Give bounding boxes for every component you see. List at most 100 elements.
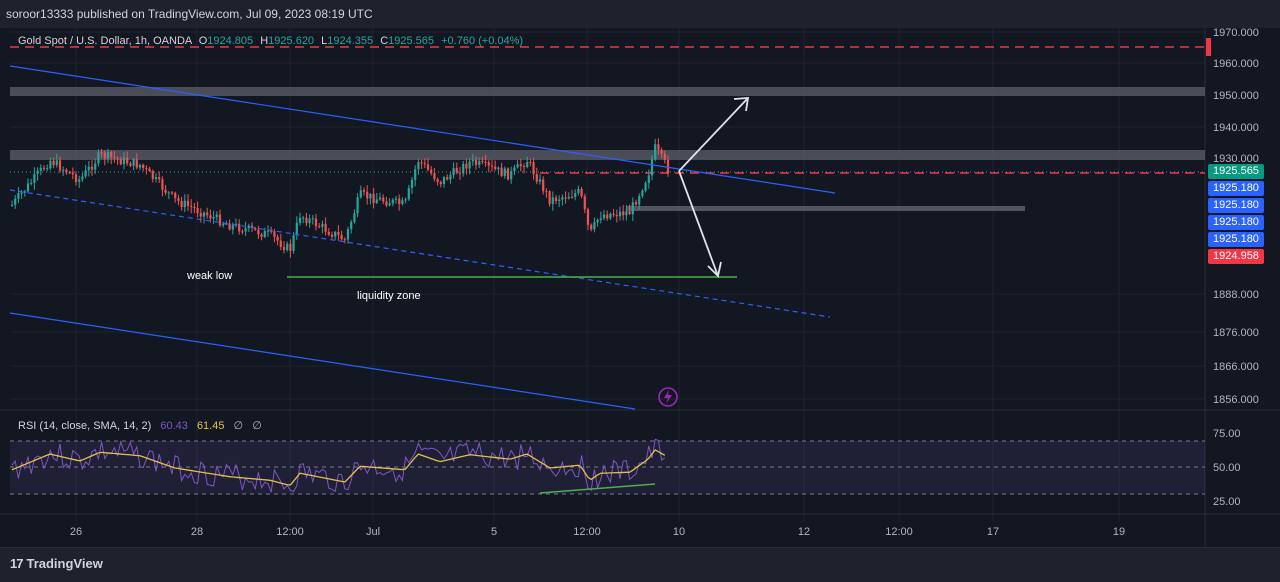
candle-body bbox=[116, 158, 119, 160]
candle-body bbox=[500, 167, 503, 176]
candle-body bbox=[84, 170, 87, 177]
price-tick-label: 1856.000 bbox=[1213, 394, 1259, 406]
candle-body bbox=[417, 162, 420, 170]
candle-body bbox=[382, 197, 385, 202]
candle-body bbox=[282, 246, 286, 250]
rsi-sma-line bbox=[11, 449, 666, 486]
arrow-up-line bbox=[678, 97, 749, 172]
candle-body bbox=[538, 179, 542, 182]
time-tick-label: 17 bbox=[987, 526, 999, 538]
candle-body bbox=[446, 177, 449, 180]
candle-body bbox=[266, 230, 270, 232]
candle-body bbox=[196, 207, 199, 214]
candle-body bbox=[46, 168, 49, 170]
candle-body bbox=[394, 198, 398, 200]
trendline-middle-dashed bbox=[9, 189, 831, 318]
price-tick-label: 1876.000 bbox=[1213, 327, 1259, 339]
candle-body bbox=[474, 159, 478, 165]
candle-body bbox=[103, 152, 106, 159]
candle-body bbox=[612, 213, 615, 216]
candle-body bbox=[87, 166, 90, 171]
rsi-label[interactable]: RSI (14, close, SMA, 14, 2) bbox=[18, 420, 152, 432]
candle-body bbox=[100, 152, 103, 154]
candle-body bbox=[346, 229, 350, 240]
candle-body bbox=[615, 215, 618, 217]
candle-body bbox=[209, 215, 212, 219]
candle-body bbox=[353, 213, 356, 223]
candle-body bbox=[174, 192, 177, 199]
footer: 17 TradingView bbox=[0, 547, 1280, 582]
close-value: 1925.565 bbox=[388, 35, 435, 47]
time-tick-label: 19 bbox=[1113, 526, 1125, 538]
candle-body bbox=[305, 217, 308, 224]
candle-body bbox=[39, 167, 42, 171]
candle-body bbox=[350, 222, 353, 230]
candle-body bbox=[468, 161, 471, 169]
price-badge: 1925.180 bbox=[1208, 215, 1264, 230]
symbol-legend: Gold Spot / U.S. Dollar, 1h, OANDA O1924… bbox=[18, 35, 523, 47]
candle-body bbox=[177, 198, 180, 201]
candle-body bbox=[164, 189, 167, 193]
candle-body bbox=[452, 168, 455, 176]
candle-body bbox=[314, 218, 318, 227]
candle-body bbox=[135, 159, 138, 168]
candle-body bbox=[583, 196, 586, 210]
candle-body bbox=[298, 217, 302, 223]
candle-body bbox=[529, 162, 532, 164]
candle-body bbox=[478, 160, 481, 165]
candle-body bbox=[324, 223, 327, 232]
candle-body bbox=[23, 191, 26, 193]
grid bbox=[0, 28, 1280, 547]
candle-body bbox=[279, 240, 282, 247]
resistance-zone-1930 bbox=[10, 150, 1205, 160]
candle-body bbox=[369, 193, 372, 199]
candle-body bbox=[647, 175, 650, 183]
candle-body bbox=[206, 212, 209, 216]
publish-bar: soroor13333 published on TradingView.com… bbox=[0, 0, 1280, 28]
candle-body bbox=[58, 160, 62, 171]
candle-body bbox=[55, 160, 58, 166]
time-axis[interactable]: 26 28 12:00 Jul 5 12:00 10 12 12:00 17 19 bbox=[70, 526, 1125, 538]
candle-body bbox=[564, 197, 567, 199]
candle-body bbox=[270, 230, 273, 232]
candle-body bbox=[74, 174, 78, 182]
candle-body bbox=[215, 214, 218, 217]
candle-body bbox=[430, 169, 433, 174]
price-tick-label: 1950.000 bbox=[1213, 90, 1259, 102]
candle-body bbox=[302, 217, 305, 219]
candle-body bbox=[81, 176, 84, 180]
candle-body bbox=[641, 190, 644, 196]
candle-body bbox=[606, 214, 609, 219]
candle-body bbox=[570, 196, 574, 198]
drawings: weak low liquidity zone bbox=[9, 65, 836, 410]
open-label: O bbox=[198, 35, 208, 47]
price-axis[interactable]: 1970.000 1960.000 1950.000 1940.000 1930.000… bbox=[1213, 28, 1259, 508]
candle-body bbox=[372, 193, 375, 203]
rsi-tick-label: 75.00 bbox=[1213, 428, 1241, 440]
symbol-label[interactable]: Gold Spot / U.S. Dollar, 1h, OANDA bbox=[18, 35, 192, 47]
candle-body bbox=[286, 243, 289, 250]
candle-body bbox=[561, 197, 564, 200]
candle-body bbox=[580, 188, 583, 197]
candle-body bbox=[238, 223, 241, 232]
candle-body bbox=[510, 171, 513, 180]
candle-body bbox=[254, 228, 257, 230]
candle-body bbox=[151, 170, 154, 180]
time-tick-label: 28 bbox=[191, 526, 203, 538]
rsi-sma-value: 61.45 bbox=[196, 420, 225, 432]
candle-body bbox=[244, 228, 247, 232]
candle-body bbox=[222, 223, 225, 226]
candle-body bbox=[628, 211, 631, 215]
candle-body bbox=[276, 236, 279, 241]
candle-body bbox=[657, 144, 660, 150]
arrow-down-head bbox=[707, 261, 722, 278]
candle-body bbox=[433, 173, 436, 180]
candle-body bbox=[202, 212, 206, 217]
candle-body bbox=[273, 231, 276, 237]
price-badge: 1925.180 bbox=[1208, 198, 1264, 213]
candle-body bbox=[644, 182, 647, 191]
zones bbox=[10, 38, 1211, 211]
tradingview-logo[interactable]: 17 TradingView bbox=[10, 556, 103, 571]
price-badge: 1925.180 bbox=[1208, 232, 1264, 247]
